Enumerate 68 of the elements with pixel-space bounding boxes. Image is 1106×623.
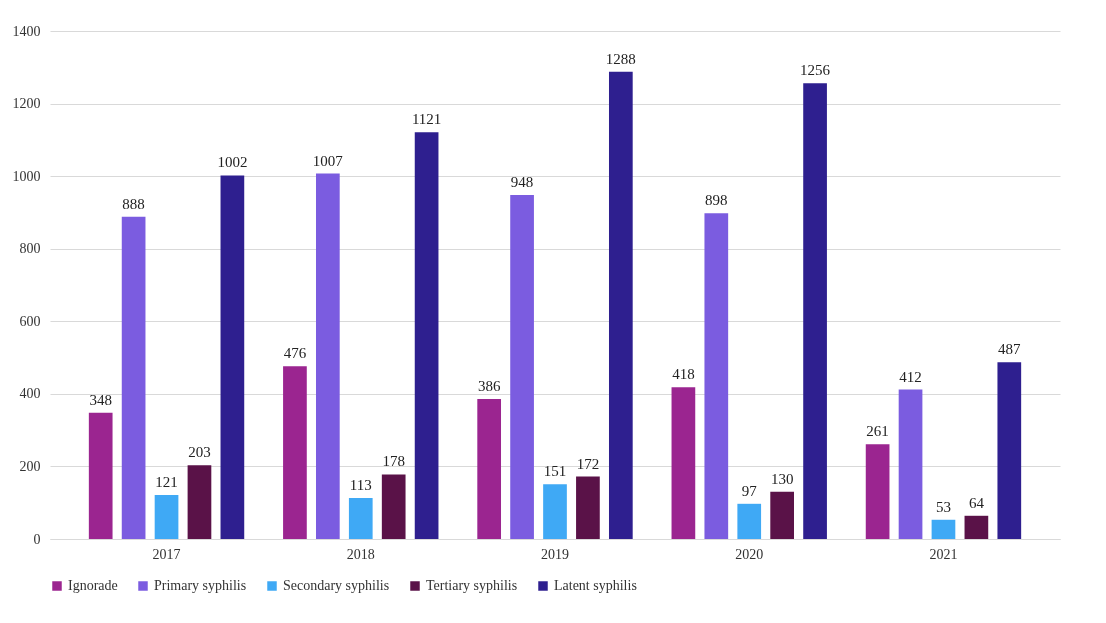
bar <box>88 412 113 539</box>
data-label: 948 <box>510 174 534 191</box>
data-label: 53 <box>935 498 951 515</box>
x-tick-label: 2018 <box>346 546 375 562</box>
data-label: 97 <box>741 482 758 499</box>
y-tick-label: 1400 <box>12 23 41 39</box>
legend-label: Ignorade <box>68 578 118 593</box>
x-tick-label: 2021 <box>929 546 958 562</box>
data-label: 1002 <box>217 154 248 171</box>
data-label: 151 <box>543 463 567 480</box>
bar <box>187 465 212 539</box>
bar <box>510 195 534 539</box>
x-tick-label: 2019 <box>541 546 569 562</box>
bar <box>997 362 1022 539</box>
data-label: 1288 <box>605 50 636 67</box>
data-label: 888 <box>122 195 145 212</box>
bar <box>704 213 729 539</box>
data-label: 130 <box>770 470 794 487</box>
y-tick-label: 200 <box>19 458 41 474</box>
bar <box>737 503 762 539</box>
x-tick-label: 2020 <box>735 546 764 562</box>
data-label: 261 <box>866 423 889 440</box>
data-label: 348 <box>89 391 112 408</box>
bar <box>671 387 696 539</box>
x-tick-label: 2017 <box>152 546 181 562</box>
bar <box>316 173 340 539</box>
bar <box>283 366 307 539</box>
bar <box>803 83 827 539</box>
y-tick-label: 1200 <box>12 96 41 112</box>
data-label: 412 <box>899 368 922 385</box>
y-tick-label: 800 <box>19 241 41 257</box>
bar <box>898 389 923 539</box>
bar <box>576 476 600 539</box>
bar <box>414 132 439 539</box>
data-label: 172 <box>576 455 600 472</box>
bar <box>348 498 373 539</box>
y-tick-label: 600 <box>19 313 41 329</box>
data-label: 113 <box>349 477 372 493</box>
bar <box>220 175 245 539</box>
data-label: 64 <box>968 494 985 511</box>
bar <box>477 398 502 539</box>
bar <box>154 495 179 539</box>
data-label: 203 <box>188 444 211 461</box>
data-label: 418 <box>672 366 695 383</box>
data-label: 1007 <box>312 152 344 169</box>
data-label: 386 <box>477 377 501 394</box>
bar <box>121 216 146 539</box>
data-label: 178 <box>382 453 405 470</box>
y-tick-label: 400 <box>19 386 41 402</box>
data-label: 1121 <box>411 111 442 128</box>
bar <box>608 71 633 539</box>
bar <box>543 484 567 539</box>
bar <box>381 474 406 539</box>
bar <box>865 444 890 539</box>
y-tick-label: 1000 <box>12 168 41 184</box>
legend-label: Tertiary syphilis <box>426 578 518 593</box>
data-label: 898 <box>705 192 728 209</box>
legend-label: Secondary syphilis <box>283 578 390 593</box>
bar <box>931 519 956 539</box>
data-label: 476 <box>283 345 307 362</box>
y-tick-label: 0 <box>33 531 41 547</box>
data-label: 487 <box>998 341 1022 358</box>
data-label: 121 <box>155 474 178 491</box>
legend-label: Primary syphilis <box>154 578 247 593</box>
legend-label: Latent syphilis <box>554 578 637 593</box>
bar <box>770 491 794 539</box>
data-label: 1256 <box>800 62 831 79</box>
bar <box>964 515 989 539</box>
